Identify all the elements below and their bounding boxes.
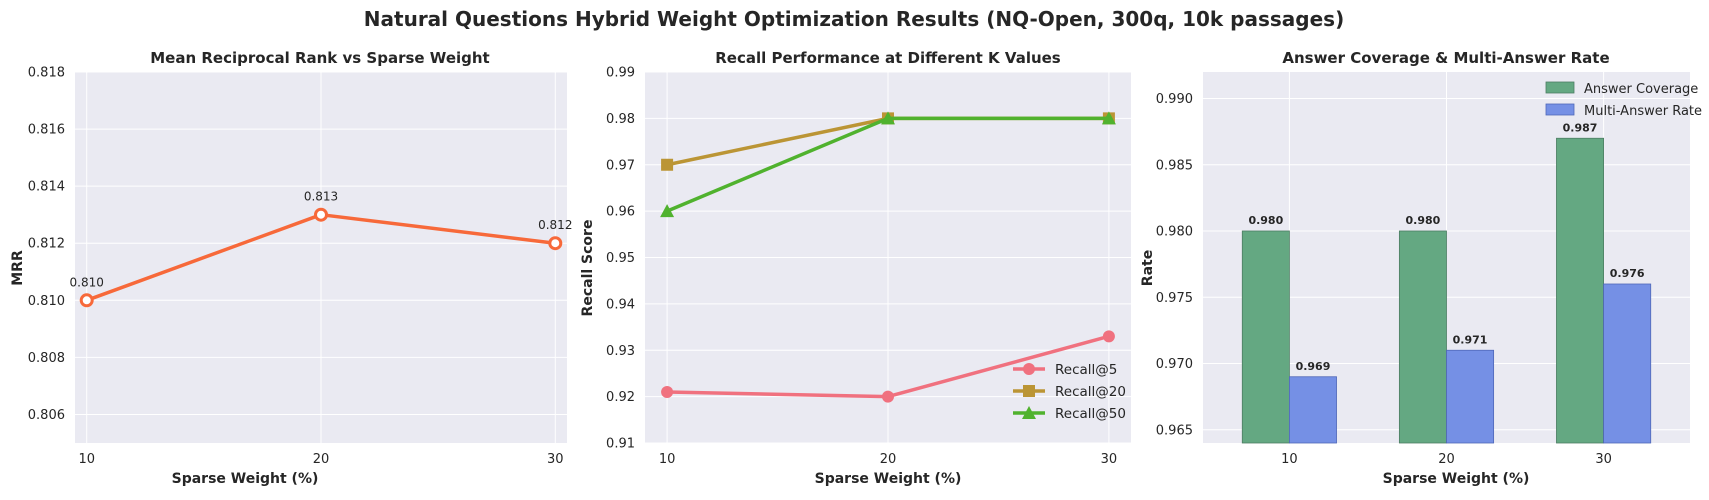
mrr-y-axis-label: MRR (10, 250, 26, 286)
legend-label: Recall@20 (1055, 384, 1126, 400)
coverage-bar (1556, 137, 1604, 444)
mrr-data-label: 0.812 (538, 218, 572, 232)
mrr-y-tick-label: 0.812 (28, 237, 65, 252)
coverage-data-label: 0.987 (1563, 121, 1598, 134)
recall-point (1102, 330, 1115, 343)
mrr-chart-title: Mean Reciprocal Rank vs Sparse Weight (150, 49, 489, 67)
coverage-data-label: 0.971 (1453, 333, 1488, 346)
recall-y-tick-label: 0.95 (606, 251, 635, 266)
coverage-bar (1446, 349, 1495, 444)
recall-chart-title: Recall Performance at Different K Values (715, 49, 1061, 67)
mrr-y-tick-label: 0.818 (28, 66, 65, 81)
recall-x-tick-label: 10 (659, 452, 676, 467)
coverage-data-label: 0.980 (1406, 214, 1441, 227)
recall-point (660, 204, 675, 218)
recall-y-tick-label: 0.97 (606, 158, 635, 173)
mrr-y-tick-label: 0.806 (28, 408, 65, 423)
coverage-bar (1289, 376, 1337, 444)
mrr-y-tick-label: 0.814 (28, 180, 65, 195)
coverage-chart: 0.965 0.970 0.975 0.980 0.985 0.990 10 20 30 0.98… (1140, 49, 1702, 487)
coverage-y-tick-label: 0.990 (1156, 92, 1193, 107)
recall-x-axis-label: Sparse Weight (%) (815, 471, 962, 487)
coverage-y-tick-label: 0.975 (1156, 291, 1193, 306)
recall-chart: 0.91 0.92 0.93 0.94 0.95 0.96 0.97 0.98 0.99 10 20… (580, 49, 1131, 487)
legend-label: Recall@50 (1055, 406, 1126, 422)
recall-y-tick-label: 0.99 (606, 66, 635, 81)
recall-point (661, 158, 674, 171)
coverage-x-tick-label: 10 (1281, 452, 1298, 467)
coverage-bar (1398, 230, 1447, 444)
coverage-x-axis-label: Sparse Weight (%) (1383, 471, 1530, 487)
mrr-point (548, 236, 563, 251)
legend-marker (1023, 363, 1035, 375)
recall-y-tick-label: 0.91 (606, 437, 635, 452)
coverage-bar (1241, 230, 1290, 444)
recall-x-tick-label: 30 (1101, 452, 1118, 467)
recall-y-tick-label: 0.94 (606, 297, 635, 312)
legend-swatch (1545, 81, 1575, 94)
mrr-y-tick-label: 0.816 (28, 123, 65, 138)
mrr-chart: 0.806 0.808 0.810 0.812 0.814 0.816 0.818 10 20 3… (10, 49, 572, 487)
recall-point (882, 390, 894, 403)
coverage-data-label: 0.969 (1296, 360, 1331, 373)
recall-x-tick-label: 20 (880, 452, 897, 467)
coverage-data-label: 0.980 (1248, 214, 1283, 227)
mrr-point (79, 293, 94, 308)
coverage-bar (1603, 283, 1652, 444)
coverage-y-tick-label: 0.985 (1156, 158, 1193, 173)
mrr-data-label: 0.810 (70, 275, 104, 289)
coverage-y-axis-label: Rate (1140, 250, 1156, 286)
mrr-x-axis-label: Sparse Weight (%) (172, 471, 319, 487)
mrr-x-tick-label: 20 (313, 452, 330, 467)
legend-label: Recall@5 (1055, 362, 1117, 378)
mrr-point (314, 207, 328, 222)
recall-y-tick-label: 0.96 (606, 205, 635, 220)
legend-label: Answer Coverage (1584, 82, 1698, 97)
coverage-x-tick-label: 30 (1595, 452, 1612, 467)
recall-y-tick-label: 0.92 (606, 390, 635, 405)
mrr-x-tick-label: 30 (547, 452, 564, 467)
coverage-y-tick-label: 0.970 (1156, 357, 1193, 372)
legend-marker (1022, 406, 1036, 419)
recall-y-tick-label: 0.93 (606, 344, 635, 359)
legend-label: Multi-Answer Rate (1584, 104, 1702, 119)
recall-point (661, 385, 674, 398)
coverage-chart-title: Answer Coverage & Multi-Answer Rate (1282, 49, 1609, 67)
mrr-y-tick-label: 0.810 (28, 294, 65, 309)
legend-marker (1023, 385, 1035, 397)
coverage-y-tick-label: 0.965 (1156, 423, 1193, 438)
legend-swatch (1545, 103, 1575, 116)
mrr-data-label: 0.813 (304, 190, 338, 204)
mrr-x-tick-label: 10 (78, 452, 95, 467)
recall-y-axis-label: Recall Score (580, 220, 596, 317)
coverage-y-tick-label: 0.980 (1156, 225, 1193, 240)
recall-y-tick-label: 0.98 (606, 112, 635, 127)
coverage-data-label: 0.976 (1610, 267, 1645, 280)
recall-point (1101, 111, 1116, 125)
coverage-x-tick-label: 20 (1438, 452, 1455, 467)
figure-title: Natural Questions Hybrid Weight Optimiza… (364, 7, 1344, 31)
mrr-y-tick-label: 0.808 (28, 351, 65, 366)
recall-point (881, 111, 895, 125)
